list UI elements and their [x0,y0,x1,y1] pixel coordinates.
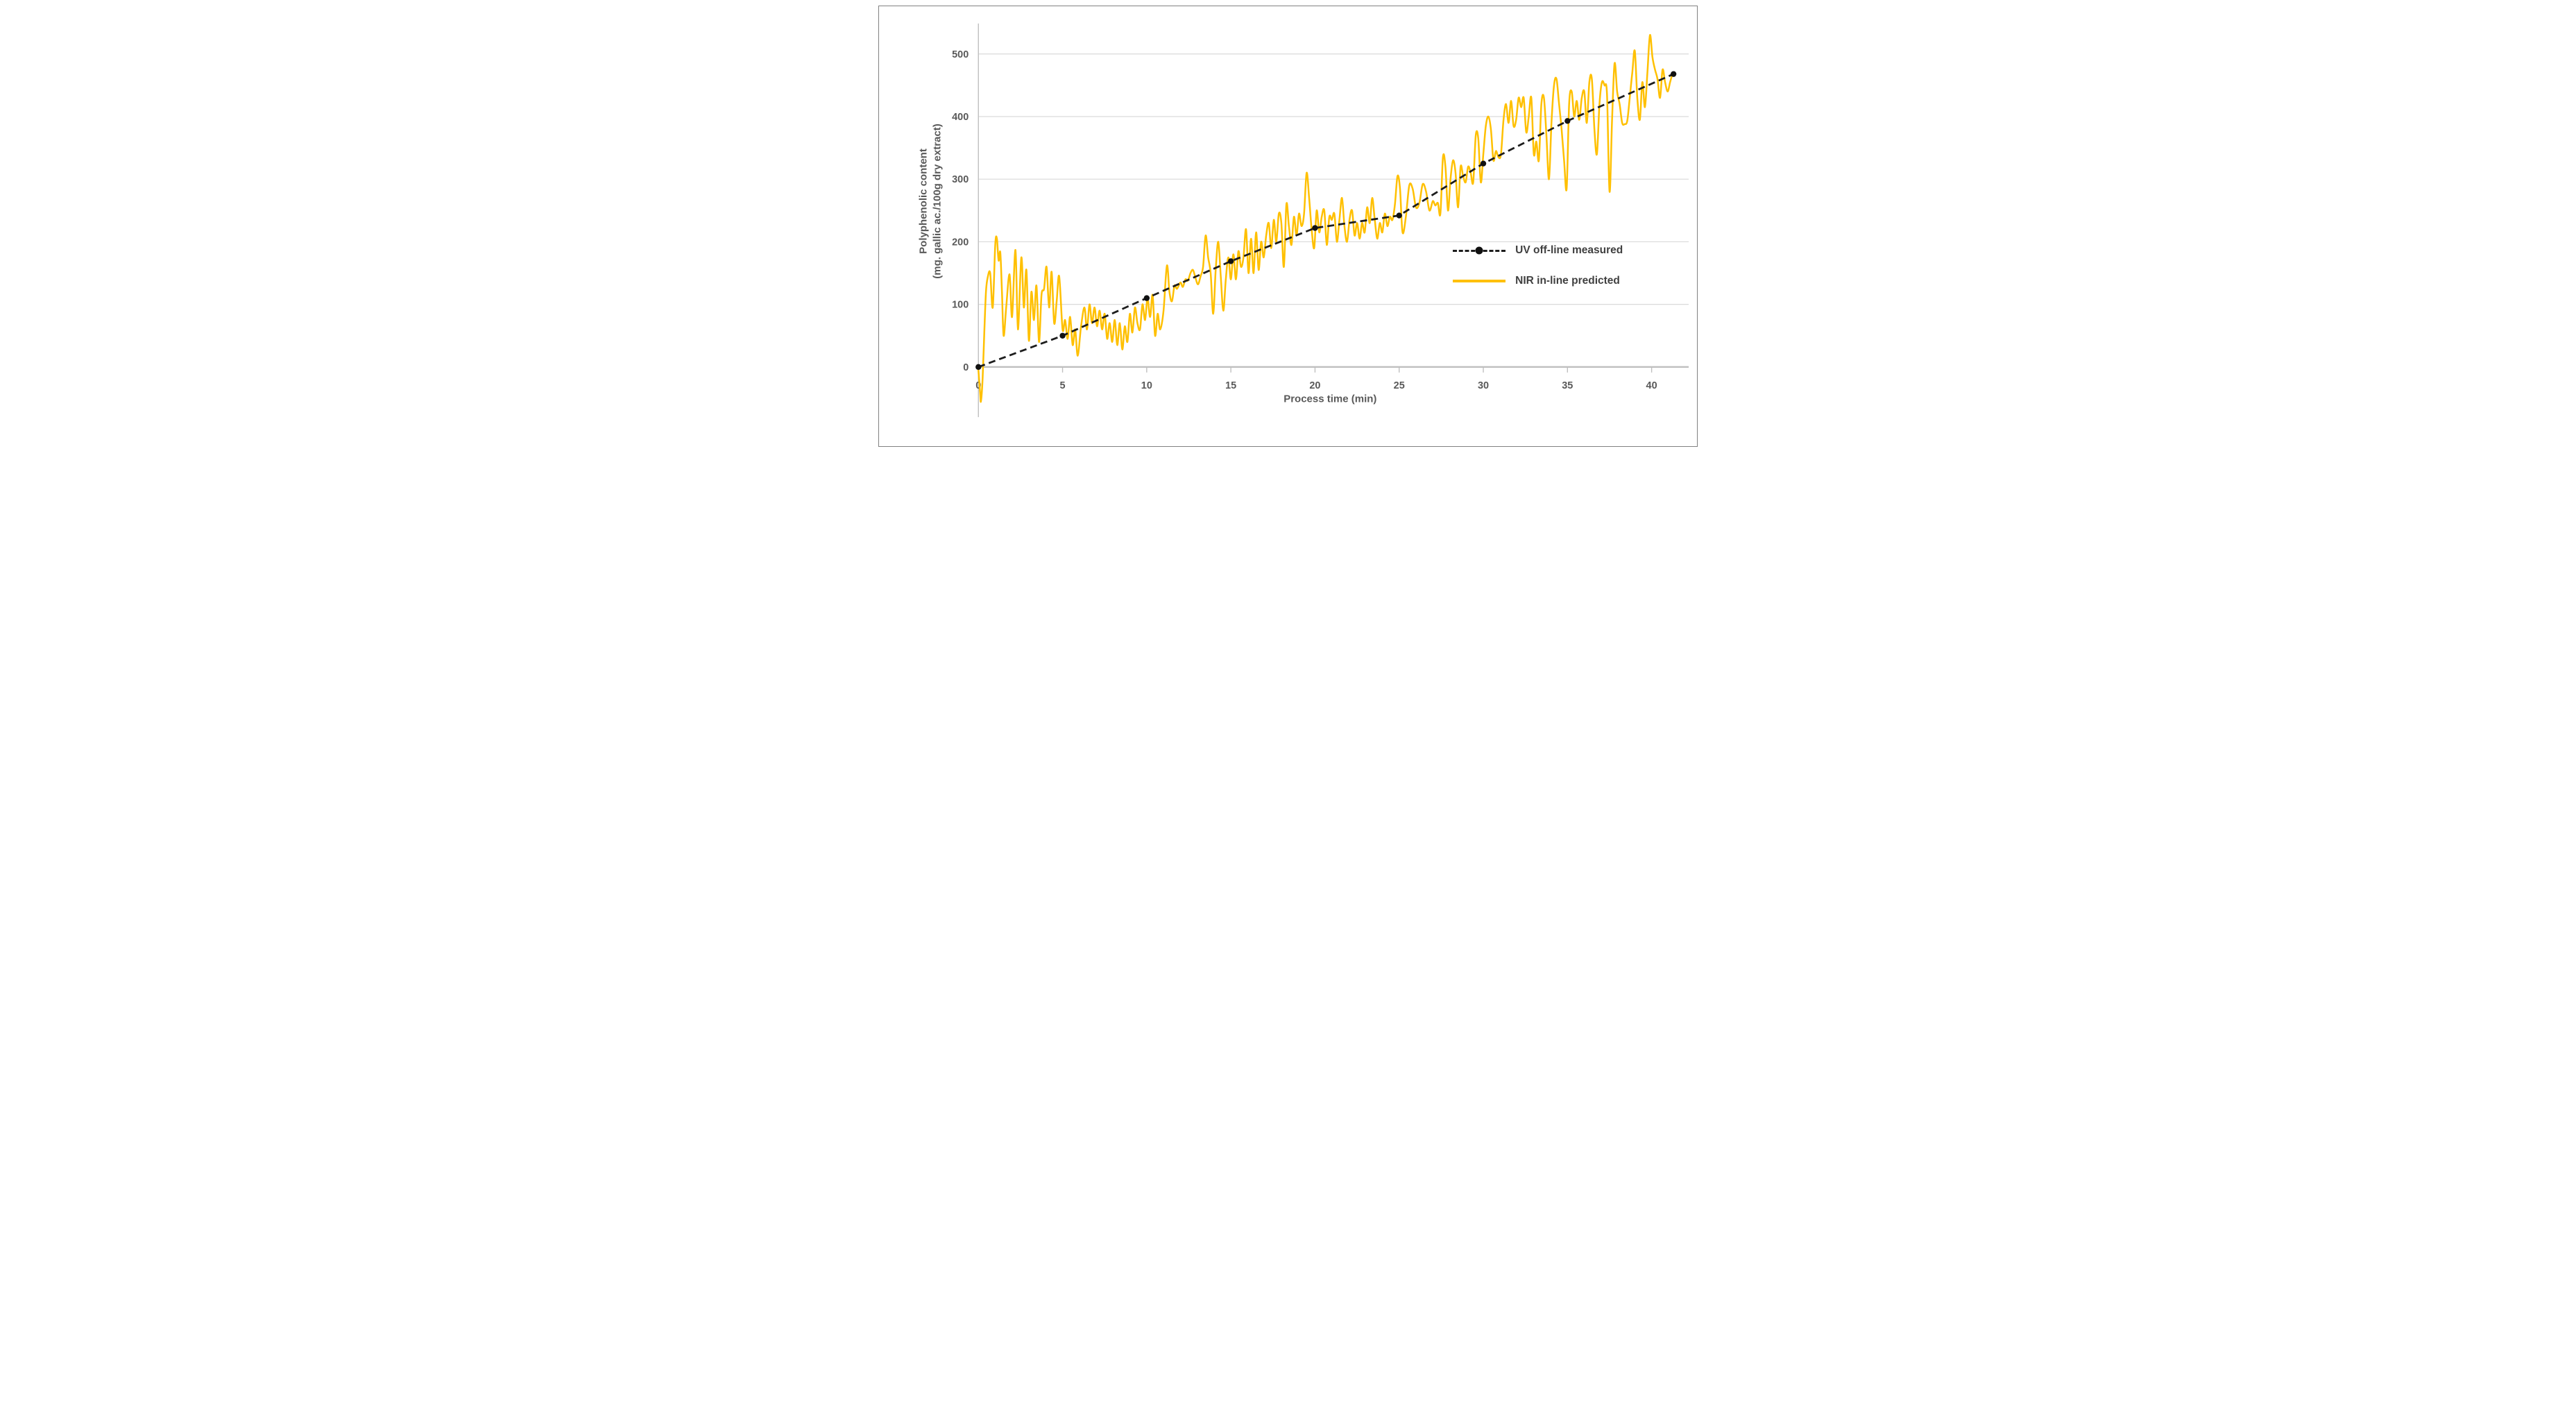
uv-marker-4 [1311,225,1318,231]
figure-border: 0 100 200 300 400 500 0 5 10 15 20 25 30 35 40 Process… [878,6,1698,447]
uv-marker-3 [1227,258,1234,264]
x-tick-label-10: 10 [1141,380,1152,391]
x-tick-label-5: 5 [1059,380,1065,391]
chart-canvas: 0 100 200 300 400 500 0 5 10 15 20 25 30 35 40 [952,23,1689,418]
y-tick-label-0: 0 [963,362,969,373]
x-tick-label-20: 20 [1309,380,1320,391]
y-tick-label-200: 200 [952,237,969,248]
x-tick-label-25: 25 [1393,380,1404,391]
uv-marker-1 [1059,332,1066,339]
uv-marker-2 [1143,295,1150,301]
x-tick-label-35: 35 [1562,380,1573,391]
uv-marker-8 [1670,71,1676,77]
axes [978,23,1689,418]
uv-marker-0 [975,364,981,371]
uv-measured-path [978,73,1674,368]
uv-marker-7 [1564,118,1571,124]
uv-dashed-series [975,71,1676,371]
x-tick-label-40: 40 [1646,380,1657,391]
tick-labels: 0 100 200 300 400 500 0 5 10 15 20 25 30 35 40 [952,49,1657,391]
y-tick-label-300: 300 [952,174,969,185]
gridlines [978,53,1689,305]
chart-page: 0 100 200 300 400 500 0 5 10 15 20 25 30 35 40 Process… [871,0,1705,453]
x-tick-label-15: 15 [1225,380,1236,391]
y-tick-label-500: 500 [952,49,969,60]
nir-line-series [977,34,1673,403]
uv-marker-6 [1480,160,1486,167]
x-tick-label-30: 30 [1477,380,1488,391]
nir-predicted-path [977,34,1673,403]
uv-marker-5 [1396,212,1402,219]
y-tick-label-100: 100 [952,300,969,311]
x-tick-label-0: 0 [975,380,981,391]
y-tick-label-400: 400 [952,112,969,123]
